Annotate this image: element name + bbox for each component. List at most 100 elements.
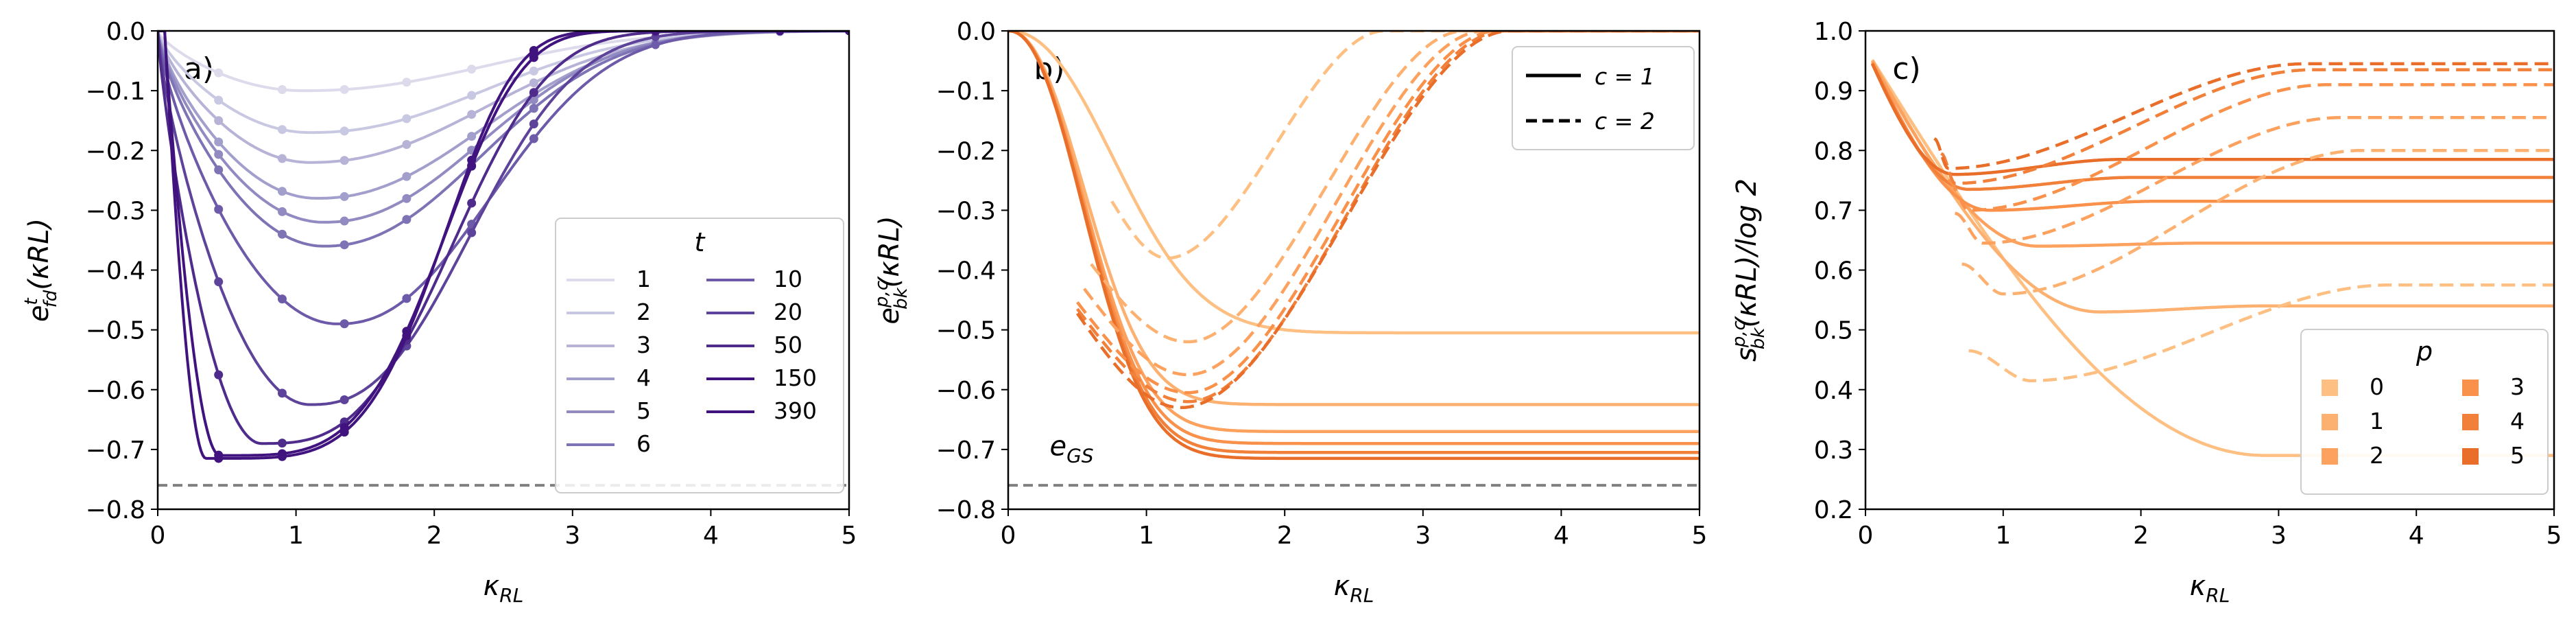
data-point [467, 110, 477, 119]
data-point [214, 454, 224, 463]
x-tick-label: 3 [1415, 522, 1431, 550]
data-point [339, 191, 349, 201]
data-point [776, 31, 785, 35]
y-tick-label: 0.8 [1814, 137, 1853, 165]
legend-swatch [2322, 414, 2338, 430]
x-tick-label: 0 [1858, 522, 1874, 550]
x-tick-label: 3 [2271, 522, 2287, 550]
series-line-t-10 [158, 31, 849, 325]
y-tick-label: 0.9 [1814, 78, 1853, 106]
y-tick-label: −0.4 [86, 257, 145, 286]
series-line-c2-p3 [1947, 83, 2554, 212]
legend-label: 0 [2370, 373, 2384, 400]
data-point [529, 78, 538, 88]
data-point [214, 277, 224, 287]
y-tick-label: −0.4 [936, 257, 996, 286]
series-line-c1-p2 [1008, 31, 1700, 433]
x-tick-label: 2 [1277, 522, 1293, 550]
data-point [339, 84, 349, 94]
data-point [214, 370, 224, 380]
x-tick-label: 1 [1138, 522, 1154, 550]
axes-frame [1007, 30, 1701, 511]
x-tick-label: 1 [1995, 522, 2011, 550]
legend-label-c2: c = 2 [1595, 108, 1655, 135]
series-line-t-2 [158, 31, 849, 135]
data-point [277, 125, 287, 135]
y-tick-label: −0.1 [936, 78, 996, 106]
series-line-c2-p1 [1090, 31, 1700, 344]
legend-label: 50 [774, 331, 802, 358]
legend-swatch [2322, 380, 2338, 396]
series-line-c2-p0 [1968, 283, 2554, 382]
data-point [277, 439, 287, 448]
y-axis-label: etfd(κRL) [21, 218, 61, 322]
data-point [277, 207, 287, 216]
data-point [529, 53, 538, 62]
data-point [467, 91, 477, 100]
series-line-t-50 [158, 31, 849, 445]
x-tick-label: 2 [427, 522, 442, 550]
y-tick-label: −0.6 [936, 377, 996, 405]
series-line-c1-p5 [1870, 63, 2554, 176]
series-line-c1-p2 [1871, 60, 2554, 248]
x-axis-label: κRL [2190, 570, 2230, 607]
y-tick-label: −0.7 [86, 436, 145, 465]
legend-title: t [695, 227, 706, 257]
legend-label: 5 [2510, 442, 2525, 469]
panel-b: 0 1 2 3 4 5 0.0 −0.1 −0.2 −0.3 −0.4 −0.5 −0.6 −0.7 −0.… [872, 18, 1707, 607]
series-line-c2-p2 [1955, 116, 2554, 245]
legend-label: 4 [636, 364, 651, 391]
data-point [339, 319, 349, 329]
y-tick-label: −0.5 [86, 317, 145, 345]
y-tick-label: −0.7 [936, 436, 996, 465]
data-point [277, 154, 287, 163]
legend-label: 5 [636, 397, 651, 424]
data-point [277, 85, 287, 95]
series-line-c2-p3 [1076, 31, 1700, 395]
x-tick-label: 5 [842, 522, 857, 550]
legend-box [2300, 329, 2549, 495]
data-point [402, 215, 412, 224]
data-point [467, 155, 477, 165]
series-line-c1-p3 [1008, 31, 1700, 445]
y-tick-label: 1.0 [1814, 18, 1853, 46]
data-point [467, 198, 477, 208]
legend-label: 2 [636, 299, 651, 325]
data-point [402, 114, 412, 124]
y-tick-label: −0.3 [936, 197, 996, 225]
legend-swatch [2322, 448, 2338, 465]
series-line-c2-p5 [1933, 62, 2554, 170]
legend-box [555, 218, 844, 493]
legend-label: 2 [2370, 442, 2384, 469]
data-point [845, 31, 849, 35]
series-line-c2-p2 [1083, 31, 1700, 377]
data-point [339, 395, 349, 404]
data-point [402, 140, 412, 150]
legend-label: 1 [636, 266, 651, 292]
series-line-c2-p1 [1961, 148, 2554, 296]
data-point [214, 95, 224, 105]
series-line-c1-p4 [1870, 62, 2554, 191]
x-tick-label: 0 [150, 522, 166, 550]
data-point [277, 452, 287, 461]
data-point [277, 229, 287, 239]
y-tick-label: −0.8 [936, 496, 996, 524]
y-tick-label: −0.2 [86, 137, 145, 165]
legend-label: 20 [774, 299, 802, 325]
panel-a: 0 1 2 3 4 5 0.0 −0.1 −0.2 −0.3 −0.4 −0.5 −0.6 −0.7 −0.… [21, 18, 857, 607]
y-tick-label: 0.7 [1814, 197, 1853, 225]
legend-label: 3 [2510, 373, 2525, 400]
y-tick-label: −0.3 [86, 197, 145, 225]
panel-label: c) [1892, 51, 1920, 86]
legend-label: 4 [2510, 408, 2525, 434]
series-line-c1-p1 [1871, 60, 2554, 314]
data-point [277, 294, 287, 304]
x-axis-label: κRL [1334, 570, 1374, 607]
x-tick-label: 5 [1692, 522, 1708, 550]
legend-label: 10 [774, 266, 802, 292]
data-point [467, 228, 477, 237]
series-line-t-5 [158, 31, 849, 224]
data-point [339, 216, 349, 226]
series-line-c2-p0 [1110, 31, 1700, 260]
data-point [214, 205, 224, 214]
